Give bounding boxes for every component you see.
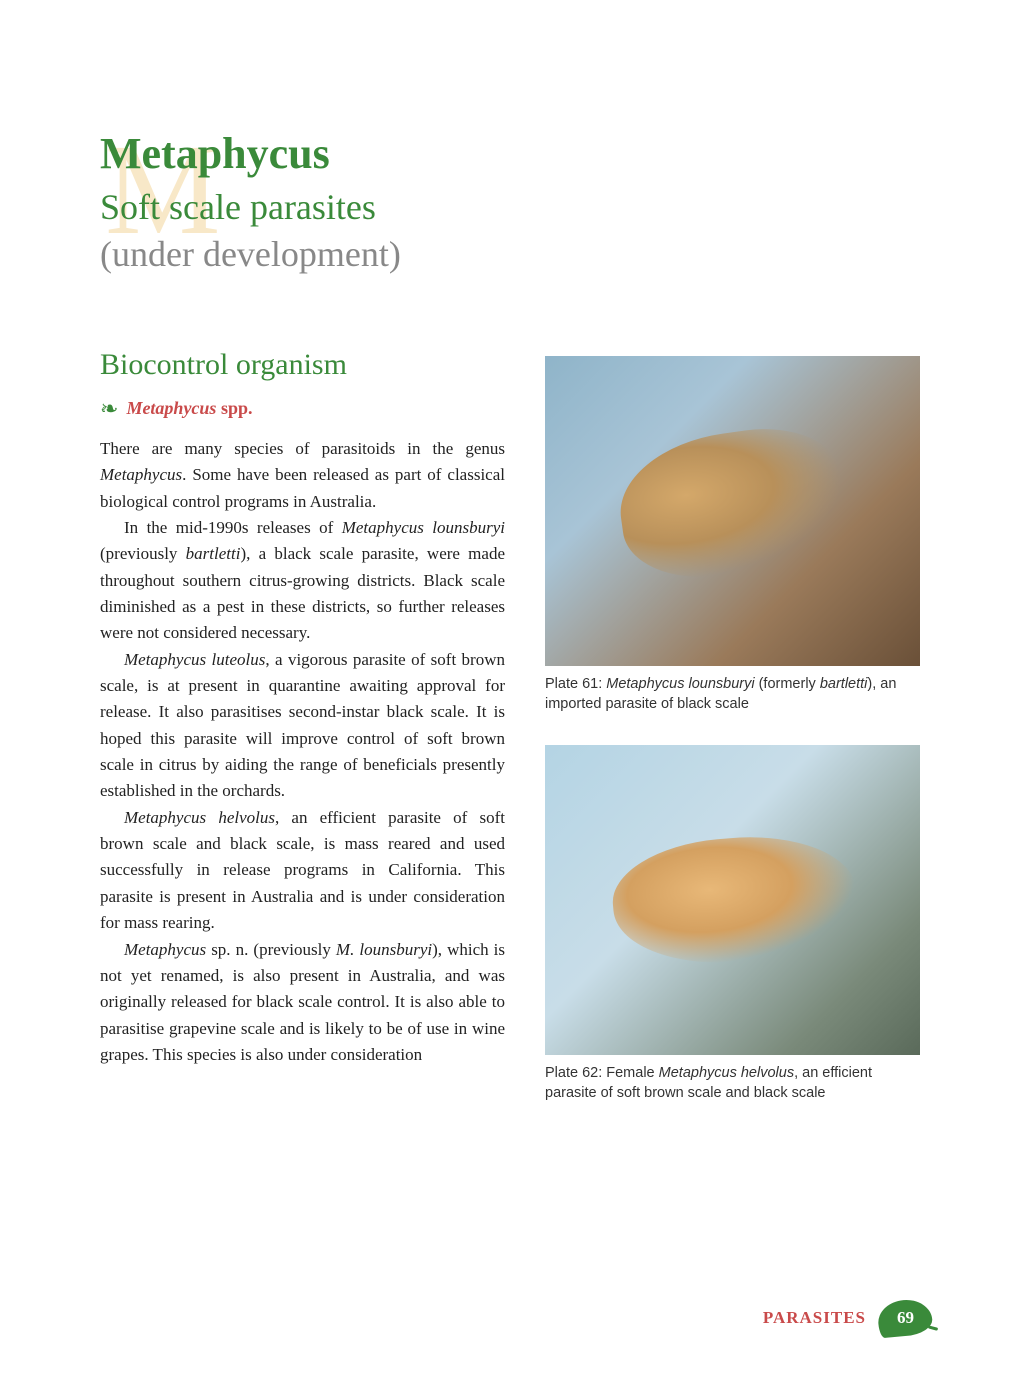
page-footer: PARASITES 69 <box>763 1300 932 1336</box>
species-suffix: spp. <box>216 398 252 418</box>
figure-plate-62: Plate 62: Female Metaphycus helvolus, an… <box>545 745 920 1104</box>
paragraph-4: Metaphycus helvolus, an efficient parasi… <box>100 805 505 937</box>
page-subtitle-1: Soft scale parasites <box>100 184 920 231</box>
flourish-icon: ❧ <box>100 396 118 422</box>
paragraph-3: Metaphycus luteolus, a vigorous parasite… <box>100 647 505 805</box>
caption-label: Plate 62: Female <box>545 1065 659 1081</box>
paragraph-5: Metaphycus sp. n. (previously M. lounsbu… <box>100 937 505 1069</box>
caption-italic-1: Metaphycus lounsburyi <box>606 676 754 692</box>
page-title: Metaphycus <box>100 130 920 178</box>
title-block: Metaphycus Soft scale parasites (under d… <box>100 130 920 278</box>
plate-61-caption: Plate 61: Metaphycus lounsburyi (formerl… <box>545 674 920 715</box>
page-subtitle-2: (under development) <box>100 231 920 278</box>
body-text: There are many species of parasitoids in… <box>100 436 505 1068</box>
insect-placeholder <box>611 419 853 588</box>
plate-62-caption: Plate 62: Female Metaphycus helvolus, an… <box>545 1063 920 1104</box>
caption-italic-1: Metaphycus helvolus <box>659 1065 794 1081</box>
footer-section-label: PARASITES <box>763 1308 866 1328</box>
section-heading: Biocontrol organism <box>100 348 505 382</box>
caption-mid: (formerly <box>755 676 820 692</box>
plate-61-image <box>545 356 920 666</box>
caption-italic-2: bartletti <box>820 676 868 692</box>
species-italic: Metaphycus <box>126 398 216 418</box>
plate-62-image <box>545 745 920 1055</box>
leaf-badge-icon: 69 <box>877 1298 934 1339</box>
page-number: 69 <box>897 1308 914 1328</box>
right-column: Plate 61: Metaphycus lounsburyi (formerl… <box>545 348 920 1133</box>
paragraph-2: In the mid-1990s releases of Metaphycus … <box>100 515 505 647</box>
paragraph-1: There are many species of parasitoids in… <box>100 436 505 515</box>
species-line: ❧ Metaphycus spp. <box>100 396 505 422</box>
content-columns: Biocontrol organism ❧ Metaphycus spp. Th… <box>100 348 920 1133</box>
insect-placeholder <box>608 827 862 972</box>
figure-plate-61: Plate 61: Metaphycus lounsburyi (formerl… <box>545 356 920 715</box>
caption-label: Plate 61: <box>545 676 606 692</box>
left-column: Biocontrol organism ❧ Metaphycus spp. Th… <box>100 348 505 1133</box>
